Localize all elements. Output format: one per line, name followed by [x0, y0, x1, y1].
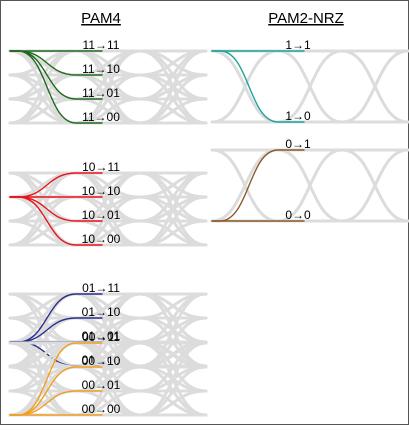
transition-label: 01→11 [82, 281, 120, 295]
transition-label: 10→11 [82, 160, 120, 174]
eye-trace [340, 49, 409, 124]
transition-label: 11→10 [82, 62, 120, 76]
transition-label: 10→01 [82, 208, 121, 222]
pam4-panel-11: 11→11 11→10 11→01 11→00 [8, 38, 208, 125]
transition-traces: 0→1 0→0 [211, 137, 311, 222]
eye-trace [276, 49, 344, 124]
transition-line-10-to-00 [9, 196, 103, 246]
transition-label: 01→01 [82, 329, 121, 343]
transition-label: 10→10 [82, 184, 121, 198]
eye-trace [210, 49, 280, 124]
transition-label: 11→00 [82, 110, 120, 124]
transition-label: 00→11 [82, 330, 120, 344]
transition-label: 0→1 [285, 137, 311, 151]
transition-line-11-to-00 [9, 50, 103, 124]
transition-label: 01→10 [82, 305, 121, 319]
eye-trace [340, 148, 409, 223]
pam4-title: PAM4 [81, 10, 121, 27]
nrz-panel-1: 1→1 1→0 [210, 38, 409, 124]
pam4-panels: 11→11 11→10 11→01 11→00 10→11 10→10 10→01 10→00… [8, 38, 208, 417]
transition-label: 00→00 [82, 402, 121, 416]
transition-label: 0→0 [285, 208, 311, 222]
eye-trace [276, 148, 344, 223]
transition-line-0-to-1 [211, 149, 305, 222]
pam4-panel-00: 00→11 00→10 00→01 00→00 [8, 330, 208, 417]
transition-line-1-to-0 [211, 50, 305, 123]
nrz-title: PAM2-NRZ [268, 10, 344, 27]
transition-traces: 1→1 1→0 [211, 38, 311, 123]
transition-label: 11→01 [82, 86, 120, 100]
transition-label: 00→10 [82, 354, 121, 368]
transition-label: 1→0 [285, 109, 311, 123]
transition-label: 11→11 [83, 38, 120, 52]
transition-label: 1→1 [285, 38, 311, 52]
nrz-panels: 1→1 1→0 0→1 0→0 [210, 38, 409, 223]
transition-traces: 00→11 00→10 00→01 00→00 [9, 330, 121, 416]
pam4-panel-10: 10→11 10→10 10→01 10→00 [8, 160, 208, 247]
transition-label: 10→00 [82, 232, 121, 246]
nrz-panel-0: 0→1 0→0 [210, 137, 409, 223]
transition-traces: 11→11 11→10 11→01 11→00 [9, 38, 120, 124]
transition-label: 00→01 [82, 378, 121, 392]
transition-traces: 10→11 10→10 10→01 10→00 [9, 160, 121, 246]
